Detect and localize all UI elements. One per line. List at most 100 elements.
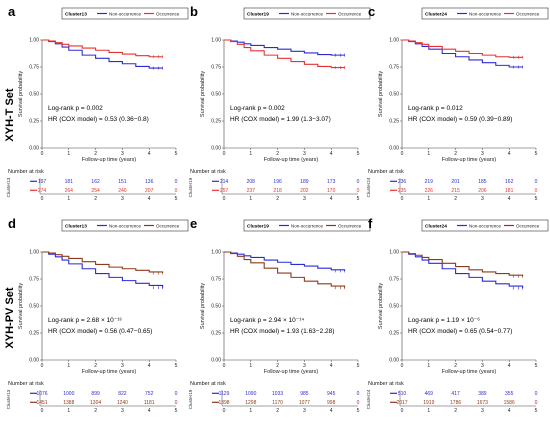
risk-x-tick-label: 4	[508, 408, 511, 414]
hr-annotation: HR (COX model) = 0.56 (0.47−0.65)	[48, 328, 152, 335]
legend: Cluster24 Non-occurrence Occurrence	[421, 219, 549, 232]
risk-x-tick-label: 4	[148, 196, 151, 202]
risk-x-tick-label: 0	[223, 196, 226, 202]
risk-count-occurrence: 0	[535, 400, 538, 406]
risk-x-tick-label: 2	[94, 196, 97, 202]
legend-label-non-occurrence: Non-occurrence	[469, 11, 502, 16]
x-tick-label: 4	[508, 363, 511, 369]
legend-label-occurrence: Occurrence	[156, 223, 180, 228]
legend-title: Cluster13	[65, 224, 87, 230]
legend-label-occurrence: Occurrence	[516, 223, 540, 228]
km-curve-occurrence	[224, 251, 346, 288]
set-label-xyh-t: XYH-T Set	[4, 88, 16, 142]
x-tick-label: 3	[121, 363, 124, 369]
risk-count-occurrence: 1586	[504, 400, 515, 406]
hr-annotation: HR (COX model) = 0.59 (0.39−0.89)	[408, 116, 512, 123]
risk-x-tick-label: 5	[535, 408, 538, 414]
x-tick-label: 0	[223, 151, 226, 157]
risk-x-tick-label: 0	[401, 408, 404, 414]
hr-annotation: HR (COX model) = 0.65 (0.54−0.77)	[408, 328, 512, 335]
y-tick-label: 1.00	[211, 250, 221, 256]
risk-count-non-occurrence: 189	[300, 179, 309, 185]
y-tick-label: 0.75	[389, 65, 399, 71]
risk-count-non-occurrence: 136	[145, 179, 154, 185]
x-tick-label: 2	[94, 363, 97, 369]
y-tick-label: 0.25	[211, 331, 221, 337]
logrank-annotation: Log-rank p = 0.012	[408, 105, 463, 112]
risk-x-tick-label: 1	[427, 196, 430, 202]
risk-count-non-occurrence: 219	[425, 179, 434, 185]
risk-count-non-occurrence: 0	[535, 391, 538, 397]
x-tick-label: 4	[330, 363, 333, 369]
risk-table-cluster-label: Cluster19	[188, 177, 193, 197]
x-axis-title: Follow-up time (years)	[82, 369, 137, 375]
risk-x-tick-label: 4	[508, 196, 511, 202]
legend-title: Cluster24	[425, 224, 447, 230]
legend-title: Cluster24	[425, 12, 447, 18]
legend: Cluster13 Non-occurrence Occurrence	[61, 7, 189, 20]
km-curve-non-occurrence	[224, 251, 346, 271]
risk-count-occurrence: 0	[357, 188, 360, 194]
risk-x-tick-label: 5	[175, 196, 178, 202]
risk-x-tick-label: 2	[94, 408, 97, 414]
x-tick-label: 1	[249, 363, 252, 369]
set-label-xyh-pv: XYH-PV Set	[4, 287, 16, 348]
panel-a: a Cluster13 Non-occurrence Occurrence 0.00 0.…	[6, 4, 189, 202]
risk-count-non-occurrence: 236	[398, 179, 407, 185]
risk-x-tick-label: 3	[481, 408, 484, 414]
x-tick-label: 2	[276, 363, 279, 369]
y-tick-label: 0.00	[29, 146, 39, 152]
risk-count-occurrence: 215	[451, 188, 460, 194]
x-tick-label: 1	[67, 363, 70, 369]
risk-table-cluster-label: Cluster13	[6, 177, 11, 197]
risk-count-occurrence: 240	[118, 188, 127, 194]
risk-count-occurrence: 226	[425, 188, 434, 194]
x-tick-label: 5	[357, 151, 360, 157]
risk-count-non-occurrence: 0	[175, 179, 178, 185]
risk-count-occurrence: 264	[65, 188, 74, 194]
risk-count-non-occurrence: 208	[247, 179, 256, 185]
risk-x-tick-label: 0	[41, 196, 44, 202]
hr-annotation: HR (COX model) = 1.99 (1.3−3.07)	[230, 116, 331, 123]
risk-count-occurrence: 1388	[63, 400, 74, 406]
logrank-annotation: Log-rank p = 2.68 × 10⁻¹³	[48, 317, 122, 324]
risk-count-occurrence: 274	[38, 188, 47, 194]
x-axis-title: Follow-up time (years)	[442, 369, 497, 375]
risk-count-occurrence: 0	[357, 400, 360, 406]
risk-x-tick-label: 3	[303, 408, 306, 414]
risk-count-occurrence: 207	[145, 188, 154, 194]
x-tick-label: 5	[175, 151, 178, 157]
risk-count-non-occurrence: 162	[91, 179, 100, 185]
risk-table-title: Number at risk	[8, 169, 44, 175]
risk-table-title: Number at risk	[190, 169, 226, 175]
y-tick-label: 0.25	[29, 331, 39, 337]
risk-count-non-occurrence: 469	[425, 391, 434, 397]
risk-table-cluster-label: Cluster24	[366, 177, 371, 197]
y-tick-label: 0.00	[29, 358, 39, 364]
legend-title: Cluster19	[247, 12, 269, 18]
risk-count-occurrence: 170	[327, 188, 336, 194]
risk-x-tick-label: 1	[249, 196, 252, 202]
risk-count-non-occurrence: 510	[398, 391, 407, 397]
risk-count-occurrence: 202	[300, 188, 309, 194]
legend-frame	[421, 219, 549, 232]
x-tick-label: 5	[357, 363, 360, 369]
risk-x-tick-label: 5	[535, 196, 538, 202]
x-axis-title: Follow-up time (years)	[442, 157, 497, 163]
risk-x-tick-label: 5	[357, 408, 360, 414]
logrank-annotation: Log-rank p = 2.94 × 10⁻¹⁴	[230, 317, 304, 324]
legend-label-non-occurrence: Non-occurrence	[291, 223, 324, 228]
risk-table-title: Number at risk	[8, 381, 44, 387]
risk-count-non-occurrence: 945	[327, 391, 336, 397]
risk-table-cluster-label: Cluster19	[188, 389, 193, 409]
legend-label-non-occurrence: Non-occurrence	[109, 11, 142, 16]
panel-letter: d	[8, 216, 16, 231]
x-axis-title: Follow-up time (years)	[82, 157, 137, 163]
x-tick-label: 3	[481, 151, 484, 157]
y-tick-label: 0.75	[211, 65, 221, 71]
risk-count-occurrence: 1304	[90, 400, 101, 406]
km-curve-occurrence	[42, 251, 164, 274]
risk-count-non-occurrence: 181	[65, 179, 74, 185]
panel-letter: c	[368, 4, 375, 19]
risk-count-non-occurrence: 151	[118, 179, 127, 185]
